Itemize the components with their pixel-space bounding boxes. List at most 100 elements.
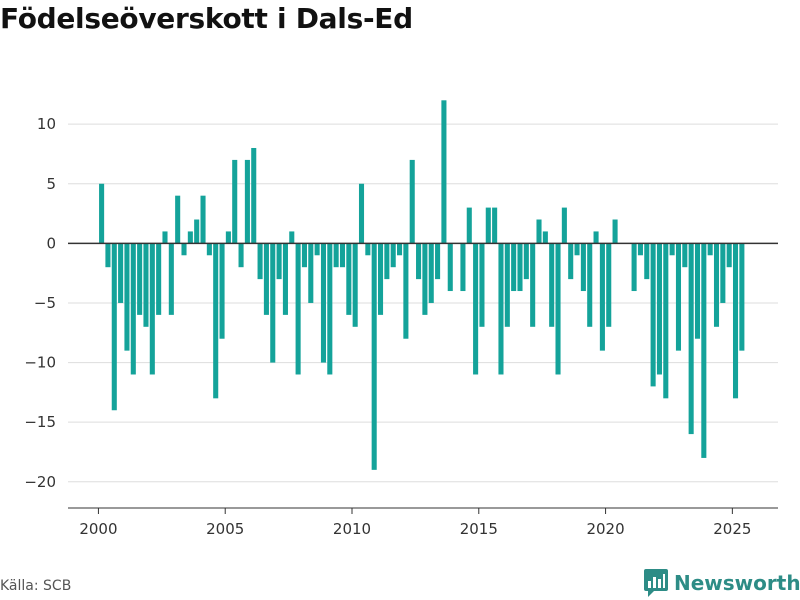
- data-bar: [606, 243, 612, 327]
- data-bar: [263, 243, 269, 315]
- data-bar: [713, 243, 720, 327]
- data-bar: [156, 243, 162, 315]
- data-bar: [320, 243, 327, 363]
- data-bar: [99, 183, 105, 244]
- data-bar: [371, 243, 377, 470]
- data-bar: [511, 243, 517, 292]
- data-bar: [460, 243, 466, 292]
- newsworthy-logo-icon: [644, 569, 668, 597]
- data-bar: [105, 243, 111, 268]
- data-bar: [397, 243, 403, 256]
- y-tick-label: −20: [24, 473, 56, 491]
- data-bar: [479, 243, 485, 327]
- y-tick-label: 10: [37, 115, 56, 133]
- data-bar: [682, 243, 688, 268]
- data-bar: [473, 243, 479, 375]
- data-bar: [561, 207, 567, 244]
- data-bar: [333, 243, 339, 268]
- data-bar: [663, 243, 669, 399]
- data-bar: [251, 147, 257, 244]
- page-title: Födelseöverskott i Dals-Ed: [0, 2, 413, 35]
- data-bar: [631, 243, 637, 292]
- data-bar: [118, 243, 124, 303]
- data-bar: [650, 243, 656, 387]
- data-bar: [466, 207, 472, 244]
- data-bar: [175, 195, 181, 244]
- data-bar: [308, 243, 314, 303]
- data-bar: [732, 243, 739, 399]
- data-bar: [124, 243, 130, 351]
- data-bar: [377, 243, 384, 315]
- data-bar: [238, 243, 244, 268]
- data-bar: [289, 231, 295, 244]
- data-bar: [282, 243, 288, 315]
- data-bar: [669, 243, 675, 256]
- data-bar: [688, 243, 694, 435]
- data-bar: [390, 243, 396, 268]
- data-bar: [555, 243, 561, 375]
- data-bar: [143, 243, 149, 327]
- data-bar: [694, 243, 701, 339]
- data-bar: [542, 231, 548, 244]
- data-bar: [111, 243, 117, 411]
- data-bar: [213, 243, 219, 399]
- data-bar: [568, 243, 574, 280]
- data-bar: [530, 243, 536, 327]
- data-bar: [416, 243, 422, 280]
- data-bar: [339, 243, 346, 268]
- data-bar: [599, 243, 605, 351]
- data-bar: [162, 231, 168, 244]
- data-bar: [225, 231, 231, 244]
- data-bar: [726, 243, 732, 268]
- data-bar: [720, 243, 726, 303]
- data-bar: [187, 231, 193, 244]
- data-bar: [593, 231, 599, 244]
- data-bar: [194, 219, 200, 244]
- data-bar: [612, 219, 618, 244]
- axes: [68, 242, 778, 514]
- data-bar: [739, 243, 745, 351]
- data-bar: [523, 243, 529, 280]
- data-bar: [492, 207, 498, 244]
- data-bar: [137, 243, 143, 315]
- data-bar: [549, 243, 555, 327]
- source-label: Källa: SCB: [0, 578, 72, 594]
- data-bar: [536, 219, 542, 244]
- data-bar: [428, 243, 434, 303]
- data-bar: [181, 243, 187, 256]
- y-tick-label: 0: [46, 234, 56, 252]
- y-tick-label: 5: [46, 175, 56, 193]
- data-bar: [485, 207, 491, 244]
- data-bar: [219, 243, 225, 339]
- data-bar: [587, 243, 593, 327]
- data-bar: [701, 243, 707, 458]
- x-tick-label: 2010: [333, 520, 371, 538]
- brand-name: Newsworthy: [674, 571, 800, 595]
- data-bar: [244, 159, 250, 244]
- data-bar: [447, 243, 453, 292]
- x-tick-label: 2025: [713, 520, 751, 538]
- x-tick-label: 2015: [460, 520, 498, 538]
- data-bar: [574, 243, 580, 256]
- y-tick-label: −5: [34, 294, 56, 312]
- data-bar: [422, 243, 428, 315]
- data-bar: [270, 243, 276, 363]
- data-bar: [200, 195, 206, 244]
- data-bar: [384, 243, 390, 280]
- data-bar: [149, 243, 155, 375]
- data-bar: [409, 159, 415, 244]
- y-tick-label: −15: [24, 413, 56, 431]
- data-bar: [707, 243, 713, 256]
- data-bar: [441, 100, 447, 244]
- data-bar: [365, 243, 371, 256]
- x-tick-label: 2005: [206, 520, 244, 538]
- data-bar: [580, 243, 586, 292]
- y-tick-label: −10: [24, 354, 56, 372]
- data-bar: [644, 243, 650, 280]
- data-bar: [358, 183, 365, 244]
- data-bar: [206, 243, 212, 256]
- brand-logo[interactable]: Newsworthy: [644, 568, 800, 598]
- data-bar: [295, 243, 301, 375]
- data-bar: [327, 243, 333, 375]
- data-bar: [637, 243, 643, 256]
